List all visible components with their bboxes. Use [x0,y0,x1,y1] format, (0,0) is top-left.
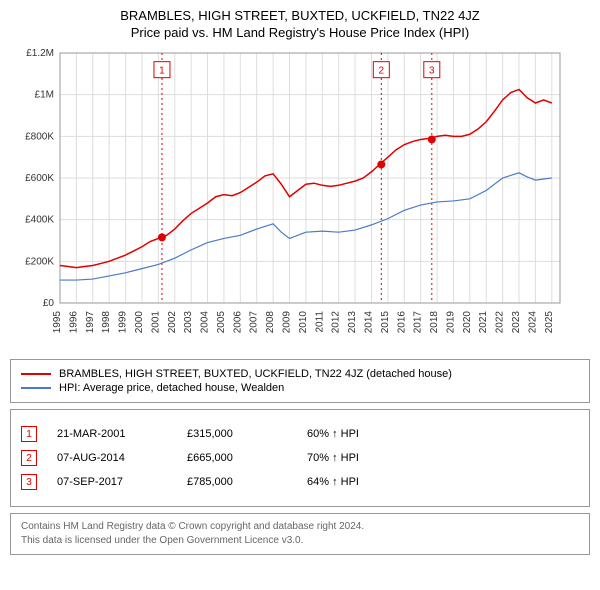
sale-marker-num: 2 [379,66,385,77]
x-tick-label: 1997 [85,311,96,334]
x-tick-label: 2009 [282,311,293,334]
sale-date: 07-SEP-2017 [57,476,187,488]
x-tick-label: 2011 [314,311,325,333]
x-tick-label: 2020 [462,311,473,334]
x-tick-label: 2005 [216,311,227,334]
sales-box: 1 21-MAR-2001£315,00060% ↑ HPI 2 07-AUG-201… [10,409,590,507]
legend-swatch [21,373,51,375]
chart-container: BRAMBLES, HIGH STREET, BUXTED, UCKFIELD,… [0,0,600,563]
sale-price: £785,000 [187,476,307,488]
sale-num-box: 1 [21,426,37,442]
x-tick-label: 2024 [527,311,538,334]
x-tick-label: 1996 [68,311,79,334]
x-tick-label: 2006 [232,311,243,334]
y-tick-label: £800K [25,131,54,142]
x-tick-label: 2001 [150,311,161,334]
y-tick-label: £1.2M [26,48,54,59]
sale-row: 1 21-MAR-2001£315,00060% ↑ HPI [21,426,579,442]
x-tick-label: 2008 [265,311,276,334]
y-tick-label: £0 [43,298,55,309]
x-tick-label: 2017 [413,311,424,334]
x-tick-label: 2025 [544,311,555,334]
chart-title: BRAMBLES, HIGH STREET, BUXTED, UCKFIELD,… [10,8,590,23]
x-tick-label: 1995 [52,311,63,334]
x-tick-label: 2016 [396,311,407,334]
sale-num-box: 2 [21,450,37,466]
chart-subtitle: Price paid vs. HM Land Registry's House … [10,25,590,40]
x-tick-label: 2015 [380,311,391,334]
sale-row: 3 07-SEP-2017£785,00064% ↑ HPI [21,474,579,490]
sale-date: 07-AUG-2014 [57,452,187,464]
legend-row: HPI: Average price, detached house, Weal… [21,382,579,394]
x-tick-label: 2000 [134,311,145,334]
attribution-box: Contains HM Land Registry data © Crown c… [10,513,590,555]
x-tick-label: 2018 [429,311,440,334]
sale-marker-num: 3 [429,66,435,77]
sale-price: £315,000 [187,428,307,440]
x-tick-label: 2012 [331,311,342,334]
price-chart: 1995 1996 1997 1998 1999 2000 2001 2002 2003 2004… [10,48,570,348]
x-tick-label: 2007 [249,311,260,334]
sale-hpi: 64% ↑ HPI [307,476,359,488]
y-tick-label: £200K [25,256,54,267]
sale-marker-dot [428,135,436,143]
sale-price: £665,000 [187,452,307,464]
sale-marker-dot [158,233,166,241]
x-tick-label: 2022 [495,311,506,334]
y-tick-label: £400K [25,215,54,226]
sale-row: 2 07-AUG-2014£665,00070% ↑ HPI [21,450,579,466]
attribution-line2: This data is licensed under the Open Gov… [21,534,579,548]
legend-label: BRAMBLES, HIGH STREET, BUXTED, UCKFIELD,… [59,368,452,380]
x-tick-label: 2002 [167,311,178,334]
sale-marker-num: 1 [159,66,165,77]
x-tick-label: 2019 [445,311,456,334]
legend-swatch [21,387,51,389]
x-tick-label: 2003 [183,311,194,334]
sale-marker-dot [377,160,385,168]
x-tick-label: 1999 [118,311,129,334]
chart-area: 1995 1996 1997 1998 1999 2000 2001 2002 2003 2004… [10,48,590,353]
legend-label: HPI: Average price, detached house, Weal… [59,382,284,394]
sale-hpi: 70% ↑ HPI [307,452,359,464]
x-tick-label: 2013 [347,311,358,334]
y-tick-label: £600K [25,173,54,184]
x-tick-label: 2010 [298,311,309,334]
legend-box: BRAMBLES, HIGH STREET, BUXTED, UCKFIELD,… [10,359,590,403]
x-tick-label: 2004 [200,311,211,334]
sale-hpi: 60% ↑ HPI [307,428,359,440]
x-tick-label: 2023 [511,311,522,334]
x-tick-label: 2021 [478,311,489,334]
attribution-line1: Contains HM Land Registry data © Crown c… [21,520,579,534]
x-tick-label: 2014 [363,311,374,334]
sale-date: 21-MAR-2001 [57,428,187,440]
y-tick-label: £1M [35,90,54,101]
x-tick-label: 1998 [101,311,112,334]
legend-row: BRAMBLES, HIGH STREET, BUXTED, UCKFIELD,… [21,368,579,380]
sale-num-box: 3 [21,474,37,490]
